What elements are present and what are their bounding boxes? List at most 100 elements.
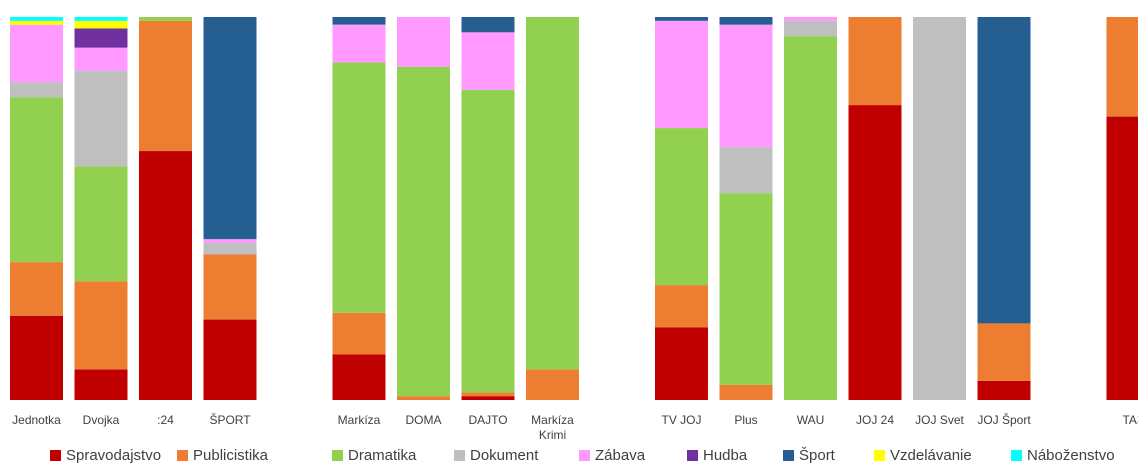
bar-segment-dvojka-hudba: [74, 28, 128, 48]
x-tick-label-markiza-krimi: Markíza Krimi: [531, 413, 574, 440]
bar-segment-sport-spravodajstvo: [203, 319, 257, 400]
bar-segment-doma-dramatika: [397, 66, 450, 397]
bar-segment-jednotka-publicistika: [10, 262, 63, 316]
legend-swatch-dokument: [454, 449, 465, 461]
legend-label-vzdelavanie: Vzdelávanie: [890, 446, 972, 464]
bar-segment-jednotka-spravodajstvo: [10, 315, 63, 400]
legend-item-dokument: Dokument: [454, 442, 538, 468]
bar-segment-dvojka-publicistika: [74, 281, 128, 370]
bar-segment-sport-zabava: [203, 239, 257, 243]
bar-segment-markiza-spravodajstvo: [332, 354, 386, 400]
bar-segment-plus-zabava: [719, 24, 773, 148]
x-tick-label-jednotka: Jednotka: [12, 413, 61, 427]
bar-segment-jednotka-zabava: [10, 24, 63, 83]
bar-segment-tv-joj-sport: [655, 17, 708, 21]
x-tick-label-joj-sport: JOJ Šport: [977, 412, 1031, 427]
bar-segment-jednotka-vzdelavanie: [10, 20, 63, 25]
bar-segment-sport-publicistika: [203, 254, 257, 320]
legend-swatch-nabozenstvo: [1011, 449, 1022, 461]
legend-swatch-publicistika: [177, 449, 188, 461]
legend-label-dokument: Dokument: [470, 446, 539, 464]
legend: Spravodajstvo Publicistika Dramatika Dokume…: [0, 442, 1138, 470]
bar-segment-dajto-spravodajstvo: [461, 396, 515, 400]
legend-label-nabozenstvo: Náboženstvo: [1027, 446, 1115, 464]
bar-segment-markiza-krimi-publicistika: [526, 369, 579, 400]
legend-item-sport: Šport: [783, 442, 835, 468]
x-tick-label-wau: WAU: [797, 413, 825, 427]
bar-segment-markiza-zabava: [332, 24, 386, 63]
legend-swatch-hudba: [687, 449, 698, 461]
bar-segment-dvojka-zabava: [74, 47, 128, 71]
x-tick-label-dajto: DAJTO: [468, 413, 507, 427]
x-tick-label-24: :24: [157, 413, 174, 427]
legend-label-sport: Šport: [799, 446, 835, 464]
legend-swatch-sport: [783, 449, 794, 461]
bar-segment-markiza-sport: [332, 17, 386, 25]
legend-label-dramatika: Dramatika: [348, 446, 417, 464]
legend-swatch-zabava: [579, 449, 590, 461]
legend-item-dramatika: Dramatika: [332, 442, 416, 468]
bar-segment-tv-joj-publicistika: [655, 285, 708, 328]
legend-swatch-vzdelavanie: [874, 449, 885, 461]
bar-segment-ta3-publicistika: [1106, 17, 1138, 117]
bar-segment-dvojka-dramatika: [74, 166, 128, 282]
x-tick-label-dvojka: Dvojka: [83, 413, 120, 427]
bar-segment-dvojka-dokument: [74, 70, 128, 167]
x-tick-label-joj-24: JOJ 24: [856, 413, 894, 427]
bar-segment-wau-dokument: [784, 20, 837, 37]
bar-segment-doma-publicistika: [397, 396, 450, 400]
bar-segment-joj-sport-publicistika: [977, 323, 1031, 381]
x-tick-label-ta3: TA3: [1122, 413, 1138, 427]
bar-segment-markiza-dramatika: [332, 62, 386, 313]
legend-label-spravodajstvo: Spravodajstvo: [66, 446, 162, 464]
bar-segment-dvojka-spravodajstvo: [74, 369, 128, 400]
x-axis-tick-labels: Jednotka Dvojka :24 ŠPORT Markíza DOMA DAJTO Ma…: [12, 412, 1138, 440]
legend-label-zabava: Zábava: [595, 446, 646, 464]
legend-item-vzdelavanie: Vzdelávanie: [874, 442, 972, 468]
x-tick-label-markiza: Markíza: [338, 413, 381, 427]
bar-segment-plus-dramatika: [719, 193, 773, 385]
bar-segment-dajto-zabava: [461, 32, 515, 90]
bar-segment-24-dramatika: [139, 17, 192, 21]
bar-segment-plus-publicistika: [719, 384, 773, 400]
bars-group: [10, 17, 1138, 401]
bar-segment-tv-joj-dramatika: [655, 128, 708, 286]
x-tick-label-sport: ŠPORT: [209, 412, 251, 427]
legend-item-spravodajstvo: Spravodajstvo: [50, 442, 161, 468]
x-tick-label-doma: DOMA: [406, 413, 442, 427]
bar-segment-sport-sport: [203, 17, 257, 240]
x-tick-label-joj-svet: JOJ Svet: [915, 413, 964, 427]
bar-segment-24-publicistika: [139, 20, 192, 152]
legend-item-publicistika: Publicistika: [177, 442, 268, 468]
bar-segment-plus-dokument: [719, 147, 773, 194]
bar-segment-dvojka-vzdelavanie: [74, 20, 128, 29]
bar-segment-tv-joj-spravodajstvo: [655, 327, 708, 400]
stacked-bar-chart: Jednotka Dvojka :24 ŠPORT Markíza DOMA DAJTO Ma…: [10, 17, 1138, 440]
legend-label-hudba: Hudba: [703, 446, 748, 464]
bar-segment-sport-dokument: [203, 242, 257, 255]
bar-segment-dvojka-nabozenstvo: [74, 17, 128, 21]
legend-item-zabava: Zábava: [579, 442, 645, 468]
bar-segment-markiza-publicistika: [332, 312, 386, 355]
legend-swatch-spravodajstvo: [50, 449, 61, 461]
bar-segment-doma-zabava: [397, 17, 450, 67]
bar-segment-joj-24-spravodajstvo: [848, 105, 902, 400]
x-tick-label-plus: Plus: [734, 413, 757, 427]
bar-segment-dajto-publicistika: [461, 392, 515, 397]
legend-swatch-dramatika: [332, 449, 343, 461]
bar-segment-wau-zabava: [784, 17, 837, 21]
bar-segment-tv-joj-zabava: [655, 20, 708, 129]
bar-segment-jednotka-nabozenstvo: [10, 17, 63, 21]
bar-segment-joj-sport-spravodajstvo: [977, 380, 1031, 400]
bar-segment-joj-sport-sport: [977, 17, 1031, 324]
bar-segment-24-spravodajstvo: [139, 151, 192, 400]
legend-item-nabozenstvo: Náboženstvo: [1011, 442, 1115, 468]
bar-segment-joj-svet-dokument: [913, 17, 966, 400]
legend-label-publicistika: Publicistika: [193, 446, 269, 464]
bar-segment-ta3-spravodajstvo: [1106, 116, 1138, 400]
bar-segment-dajto-dramatika: [461, 89, 515, 393]
bar-segment-joj-24-publicistika: [848, 17, 902, 106]
x-tick-label-tv-joj: TV JOJ: [661, 413, 701, 427]
bar-segment-wau-dramatika: [784, 36, 837, 401]
bar-segment-dajto-sport: [461, 17, 515, 33]
